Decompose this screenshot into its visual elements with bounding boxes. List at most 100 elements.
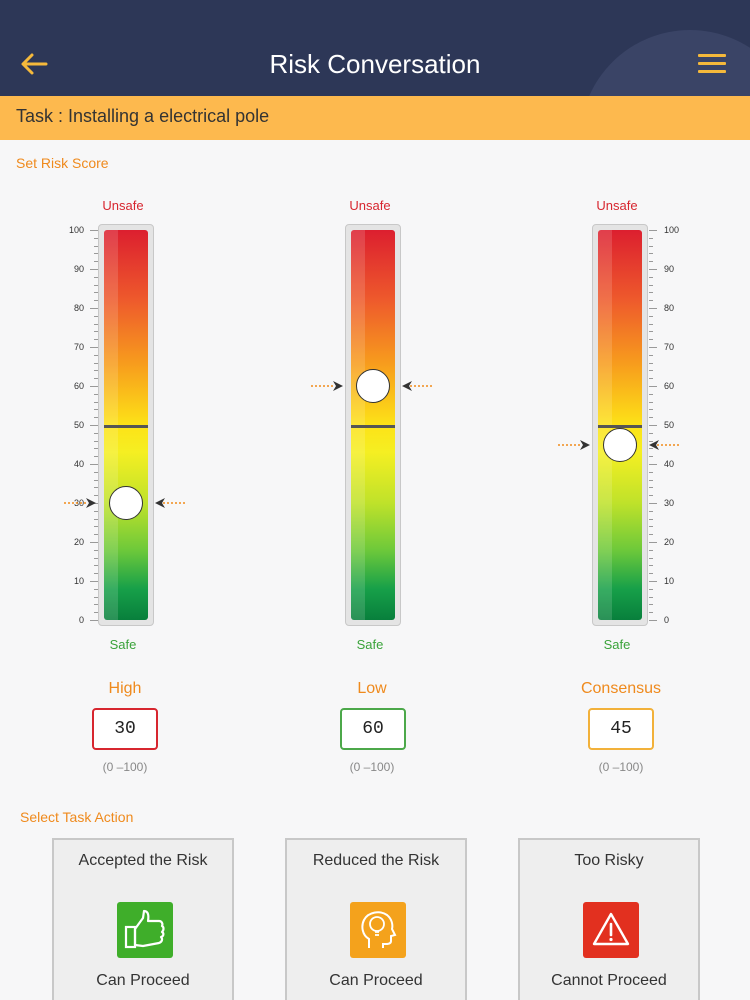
pointer-arrow-left-icon xyxy=(64,498,96,508)
minor-tick xyxy=(649,284,653,286)
reduced-risk-card[interactable]: Reduced the Risk Can Proceed xyxy=(285,838,467,1000)
minor-tick xyxy=(94,237,98,239)
pointer-arrow-left-icon xyxy=(311,381,343,391)
minor-tick xyxy=(649,315,653,317)
minor-tick xyxy=(649,292,653,294)
major-tick xyxy=(649,425,657,426)
action-status: Can Proceed xyxy=(329,972,423,989)
unsafe-label: Unsafe xyxy=(102,198,144,213)
minor-tick xyxy=(649,510,653,512)
minor-tick xyxy=(94,300,98,302)
scale-number: 80 xyxy=(664,303,675,313)
scale-number: 60 xyxy=(73,381,84,391)
minor-tick xyxy=(649,323,653,325)
score-title-consensus: Consensus xyxy=(580,680,662,697)
score-title-low: Low xyxy=(357,680,387,697)
minor-tick xyxy=(649,276,653,278)
major-tick xyxy=(649,581,657,582)
minor-tick xyxy=(649,471,653,473)
pointer-arrow-right-icon xyxy=(155,498,187,508)
minor-tick xyxy=(94,323,98,325)
major-tick xyxy=(90,542,98,543)
major-tick xyxy=(90,230,98,231)
minor-tick xyxy=(94,393,98,395)
page-title: Risk Conversation xyxy=(269,49,481,79)
minor-tick xyxy=(649,393,653,395)
minor-tick xyxy=(94,284,98,286)
score-input-low[interactable]: 60 xyxy=(340,708,406,750)
select-task-action-label: Select Task Action xyxy=(20,809,134,825)
scale-number: 10 xyxy=(664,576,675,586)
safe-label: Safe xyxy=(356,637,384,652)
minor-tick xyxy=(649,409,653,411)
scale-number: 0 xyxy=(78,615,84,625)
minor-tick xyxy=(94,565,98,567)
minor-tick xyxy=(94,526,98,528)
minor-tick xyxy=(94,253,98,255)
minor-tick xyxy=(94,378,98,380)
risk-slider-thumb[interactable] xyxy=(356,369,390,403)
minor-tick xyxy=(649,534,653,536)
major-tick xyxy=(90,308,98,309)
score-title-high: High xyxy=(108,680,142,697)
minor-tick xyxy=(94,315,98,317)
task-label: Task : Installing a electrical pole xyxy=(16,106,270,126)
scale-number: 80 xyxy=(73,303,84,313)
major-tick xyxy=(649,230,657,231)
minor-tick xyxy=(649,604,653,606)
risk-slider-thumb[interactable] xyxy=(109,486,143,520)
minor-tick xyxy=(94,417,98,419)
major-tick xyxy=(90,581,98,582)
minor-tick xyxy=(94,534,98,536)
minor-tick xyxy=(649,331,653,333)
unsafe-label: Unsafe xyxy=(349,198,391,213)
midpoint-line xyxy=(104,425,148,428)
unsafe-label: Unsafe xyxy=(596,198,638,213)
minor-tick xyxy=(94,339,98,341)
score-range-low: (0 –100) xyxy=(349,760,395,774)
minor-tick xyxy=(94,432,98,434)
minor-tick xyxy=(649,526,653,528)
accepted-risk-card[interactable]: Accepted the Risk Can Proceed xyxy=(52,838,234,1000)
scale-number: 0 xyxy=(664,615,670,625)
major-tick xyxy=(649,386,657,387)
scale-number: 100 xyxy=(68,225,84,235)
score-input-high[interactable]: 30 xyxy=(92,708,158,750)
minor-tick xyxy=(649,487,653,489)
minor-tick xyxy=(649,479,653,481)
minor-tick xyxy=(94,292,98,294)
gauge-scale xyxy=(649,230,661,622)
minor-tick xyxy=(649,300,653,302)
score-input-consensus[interactable]: 45 xyxy=(588,708,654,750)
risk-slider-thumb[interactable] xyxy=(603,427,637,462)
minor-tick xyxy=(94,604,98,606)
major-tick xyxy=(649,308,657,309)
midpoint-line xyxy=(598,425,642,428)
minor-tick xyxy=(94,549,98,551)
hamburger-menu-icon[interactable] xyxy=(696,50,728,78)
major-tick xyxy=(90,347,98,348)
pointer-arrow-right-icon xyxy=(402,381,434,391)
scale-number: 50 xyxy=(664,420,675,430)
minor-tick xyxy=(94,612,98,614)
major-tick xyxy=(90,425,98,426)
scale-number: 20 xyxy=(73,537,84,547)
too-risky-card[interactable]: Too Risky Cannot Proceed xyxy=(518,838,700,1000)
minor-tick xyxy=(94,596,98,598)
task-bar: Task : Installing a electrical pole xyxy=(0,96,750,140)
minor-tick xyxy=(649,573,653,575)
scale-number: 90 xyxy=(73,264,84,274)
minor-tick xyxy=(94,448,98,450)
minor-tick xyxy=(94,510,98,512)
pointer-arrow-left-icon xyxy=(558,439,590,450)
set-risk-score-label: Set Risk Score xyxy=(16,155,109,171)
app-header: Risk Conversation xyxy=(0,0,750,96)
minor-tick xyxy=(94,245,98,247)
scale-number: 30 xyxy=(73,498,84,508)
midpoint-line xyxy=(351,425,395,428)
minor-tick xyxy=(94,573,98,575)
gauge-scale xyxy=(86,230,98,622)
minor-tick xyxy=(649,549,653,551)
arrow-left-icon[interactable] xyxy=(18,48,50,80)
minor-tick xyxy=(649,339,653,341)
